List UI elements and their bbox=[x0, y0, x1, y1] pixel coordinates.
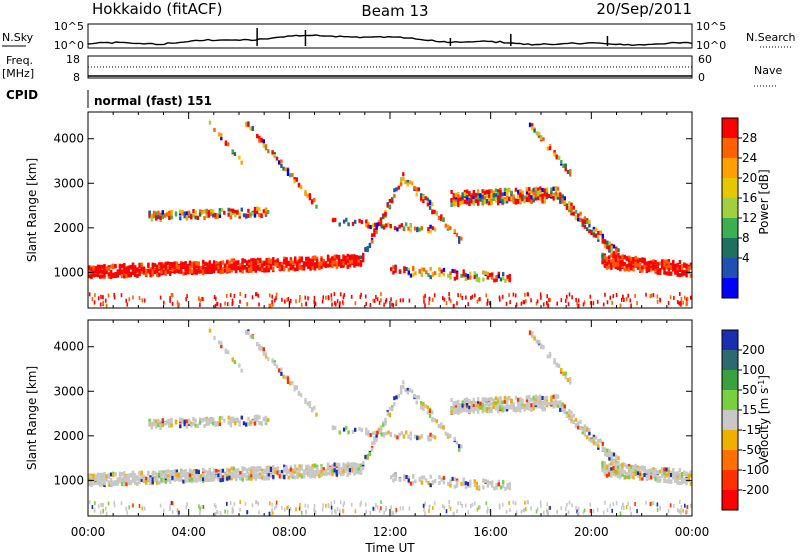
nsearch-tick-bottom: 10^0 bbox=[696, 39, 726, 52]
velocity-panel bbox=[87, 319, 693, 517]
nsearch-tick-top: 10^5 bbox=[696, 20, 726, 33]
colorbar-swatch bbox=[722, 350, 738, 371]
colorbar-swatch bbox=[722, 278, 738, 299]
colorbar-swatch bbox=[722, 258, 738, 279]
colorbar-tick-label: 12 bbox=[742, 211, 757, 225]
nave-label: Nave bbox=[754, 64, 782, 77]
velocity-colorbar: 200 100 50 15 -15 -50 -100 -200 bbox=[721, 329, 769, 511]
velocity-yaxis: 1000 2000 3000 4000 bbox=[53, 340, 692, 487]
y-tick-label: 1000 bbox=[53, 265, 84, 279]
power-ylabel: Slant Range [km] bbox=[25, 158, 39, 262]
y-tick-label: 3000 bbox=[53, 176, 84, 190]
x-tick-label: 00:00 bbox=[71, 525, 106, 539]
date-title: 20/Sep/2011 bbox=[596, 0, 692, 18]
colorbar-tick-label: 28 bbox=[742, 131, 757, 145]
nsearch-label: N.Search bbox=[746, 31, 796, 44]
colorbar-tick-label: 200 bbox=[742, 343, 765, 357]
colorbar-tick-label: 8 bbox=[742, 231, 750, 245]
colorbar-tick-label: 20 bbox=[742, 171, 757, 185]
x-tick-label: 00:00 bbox=[675, 525, 710, 539]
y-tick-label: 2000 bbox=[53, 221, 84, 235]
colorbar-tick-label: 15 bbox=[742, 403, 757, 417]
colorbar-tick-label: 100 bbox=[742, 363, 765, 377]
velocity-ylabel: Slant Range [km] bbox=[25, 366, 39, 470]
velocity-colorbar-label: Velocity [m s-1] bbox=[757, 375, 772, 465]
velocity-xaxis bbox=[87, 320, 693, 516]
nsky-tick-bottom: 10^0 bbox=[54, 39, 84, 52]
velocity-heatmap bbox=[88, 328, 693, 516]
power-colorbar: 28 24 20 16 12 8 4 bbox=[721, 117, 757, 299]
time-axis-title: Time UT bbox=[364, 541, 415, 554]
x-tick-label: 16:00 bbox=[473, 525, 508, 539]
x-tick-label: 08:00 bbox=[272, 525, 307, 539]
colorbar-swatch bbox=[722, 138, 738, 159]
freq-tick-top: 18 bbox=[66, 53, 80, 66]
station-title: Hokkaido (fitACF) bbox=[92, 0, 223, 18]
colorbar-swatch bbox=[722, 218, 738, 239]
power-xaxis bbox=[87, 112, 693, 308]
power-yaxis: 1000 2000 3000 4000 bbox=[53, 132, 692, 279]
colorbar-tick-label: -15 bbox=[742, 423, 762, 437]
colorbar-tick-label: -50 bbox=[742, 443, 762, 457]
y-tick-label: 2000 bbox=[53, 429, 84, 443]
colorbar-swatch bbox=[722, 118, 738, 139]
nsky-label: N.Sky bbox=[2, 31, 34, 44]
freq-unit: [MHz] bbox=[2, 67, 34, 80]
colorbar-swatch bbox=[722, 370, 738, 391]
beam-title: Beam 13 bbox=[361, 2, 428, 20]
cpid-value: normal (fast) 151 bbox=[94, 94, 212, 108]
colorbar-tick-label: -100 bbox=[742, 463, 769, 477]
colorbar-swatch bbox=[722, 198, 738, 219]
nave-tick-bottom: 0 bbox=[698, 71, 705, 84]
colorbar-swatch bbox=[722, 178, 738, 199]
colorbar-swatch bbox=[722, 450, 738, 471]
colorbar-swatch bbox=[722, 430, 738, 451]
freq-label: Freq. bbox=[6, 54, 33, 67]
power-heatmap bbox=[88, 120, 693, 308]
freq-tick-bottom: 8 bbox=[73, 71, 80, 84]
x-tick-label: 04:00 bbox=[171, 525, 206, 539]
colorbar-swatch bbox=[722, 390, 738, 411]
colorbar-tick-label: -200 bbox=[742, 483, 769, 497]
nsky-tick-top: 10^5 bbox=[54, 20, 84, 33]
colorbar-swatch bbox=[722, 490, 738, 511]
colorbar-tick-label: 24 bbox=[742, 151, 757, 165]
cpid-label: CPID bbox=[6, 88, 38, 102]
time-axis-labels: 00:00 04:00 08:00 12:00 16:00 20:00 00:00 bbox=[71, 525, 710, 539]
colorbar-swatch bbox=[722, 470, 738, 491]
colorbar-tick-label: 4 bbox=[742, 251, 750, 265]
power-colorbar-label: Power [dB] bbox=[757, 169, 771, 234]
nave-tick-top: 60 bbox=[698, 53, 712, 66]
colorbar-swatch bbox=[722, 330, 738, 351]
colorbar-swatch bbox=[722, 410, 738, 431]
colorbar-swatch bbox=[722, 238, 738, 259]
y-tick-label: 1000 bbox=[53, 473, 84, 487]
x-tick-label: 20:00 bbox=[574, 525, 609, 539]
colorbar-tick-label: 16 bbox=[742, 191, 757, 205]
nsky-panel bbox=[87, 23, 693, 49]
x-tick-label: 12:00 bbox=[373, 525, 408, 539]
colorbar-swatch bbox=[722, 158, 738, 179]
y-tick-label: 3000 bbox=[53, 384, 84, 398]
y-tick-label: 4000 bbox=[53, 132, 84, 146]
nsky-trace bbox=[87, 28, 693, 47]
power-panel bbox=[87, 111, 693, 309]
colorbar-tick-label: 50 bbox=[742, 383, 757, 397]
y-tick-label: 4000 bbox=[53, 340, 84, 354]
